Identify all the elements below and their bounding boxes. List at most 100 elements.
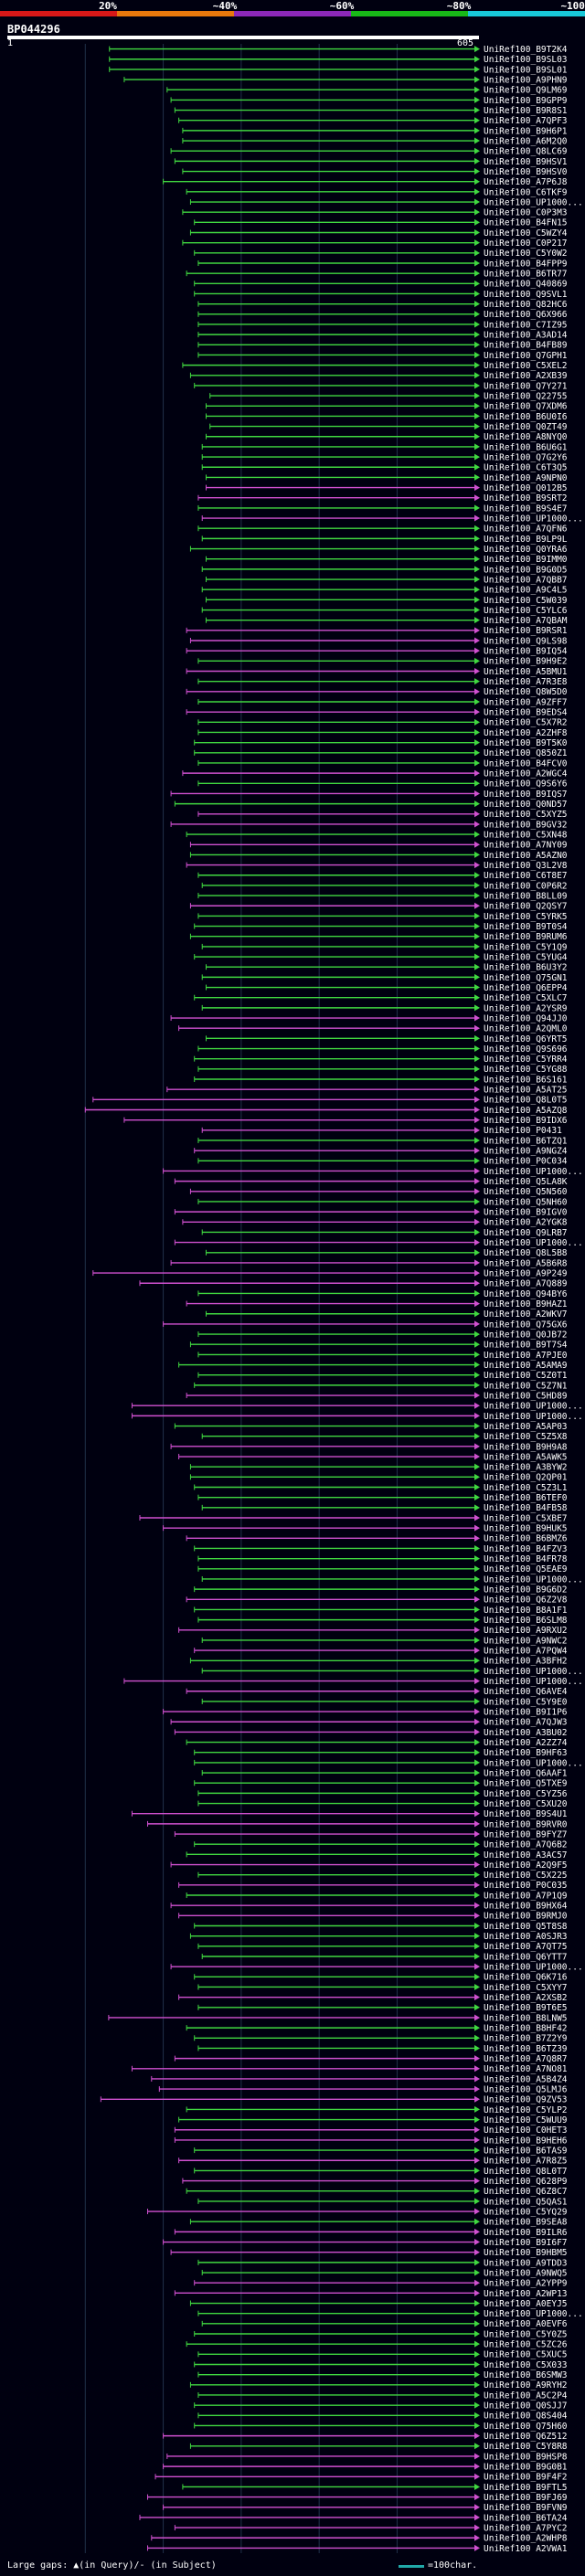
hit-row[interactable]: UniRef100_C5XBE7 <box>139 1513 568 1523</box>
hit-label[interactable]: UniRef100_B9GPP9 <box>484 96 568 106</box>
hit-row[interactable]: UniRef100_UP1000... <box>131 1402 583 1412</box>
hit-row[interactable]: UniRef100_Q94JJ0 <box>170 1013 568 1023</box>
hit-row[interactable]: UniRef100_B9T7S4 <box>189 1341 568 1351</box>
hit-label[interactable]: UniRef100_A7QFN6 <box>484 525 568 535</box>
hit-label[interactable]: UniRef100_Q2QSY7 <box>484 902 568 912</box>
hit-label[interactable]: UniRef100_Q7Y271 <box>484 381 568 391</box>
hit-label[interactable]: UniRef100_A3BFH2 <box>484 1657 568 1667</box>
hit-row[interactable]: UniRef100_A7PQW4 <box>194 1647 568 1657</box>
hit-row[interactable]: UniRef100_UP1000... <box>163 1167 583 1177</box>
hit-label[interactable]: UniRef100_B9RMJ0 <box>484 1912 568 1922</box>
hit-row[interactable]: UniRef100_B9EDS4 <box>186 708 568 718</box>
hit-row[interactable]: UniRef100_B9F4F2 <box>154 2473 568 2483</box>
hit-row[interactable]: UniRef100_B9HEH6 <box>174 2136 568 2146</box>
hit-label[interactable]: UniRef100_P0C035 <box>484 1881 568 1891</box>
hit-row[interactable]: UniRef100_B9T6E5 <box>197 2003 568 2013</box>
hit-label[interactable]: UniRef100_UP1000... <box>484 1167 583 1177</box>
hit-label[interactable]: UniRef100_Q6Z2V8 <box>484 1595 568 1606</box>
hit-row[interactable]: UniRef100_Q0JB72 <box>197 1330 568 1340</box>
hit-label[interactable]: UniRef100_B9GV32 <box>484 820 568 830</box>
hit-label[interactable]: UniRef100_UP1000... <box>484 1677 583 1687</box>
hit-label[interactable]: UniRef100_Q6YRT5 <box>484 1034 568 1044</box>
hit-row[interactable]: UniRef100_Q9S696 <box>197 1044 568 1055</box>
hit-row[interactable]: UniRef100_C5Z5X8 <box>201 1432 568 1442</box>
hit-row[interactable]: UniRef100_A7QPF3 <box>178 116 568 126</box>
hit-row[interactable]: UniRef100_C5W039 <box>205 596 568 606</box>
hit-row[interactable]: UniRef100_C5XEL2 <box>182 361 568 371</box>
hit-label[interactable]: UniRef100_B9FTL5 <box>484 2483 568 2493</box>
hit-row[interactable]: UniRef100_A2YPP9 <box>194 2279 568 2289</box>
hit-label[interactable]: UniRef100_C5Y0W2 <box>484 249 568 259</box>
hit-row[interactable]: UniRef100_B9RSR1 <box>186 626 568 636</box>
hit-label[interactable]: UniRef100_B9H9A8 <box>484 1442 568 1452</box>
hit-label[interactable]: UniRef100_B9T5K0 <box>484 738 568 748</box>
hit-label[interactable]: UniRef100_C5WZY4 <box>484 228 568 239</box>
hit-row[interactable]: UniRef100_B9LP9L <box>201 535 568 545</box>
hit-label[interactable]: UniRef100_B8LNW5 <box>484 2013 568 2023</box>
hit-label[interactable]: UniRef100_A2ZHF8 <box>484 728 568 738</box>
hit-row[interactable]: UniRef100_C5YLC6 <box>201 606 568 616</box>
hit-label[interactable]: UniRef100_Q5NH60 <box>484 1197 568 1207</box>
hit-row[interactable]: UniRef100_A9RYH2 <box>189 2380 568 2390</box>
hit-label[interactable]: UniRef100_Q628P9 <box>484 2177 568 2187</box>
hit-row[interactable]: UniRef100_C5Y0Z5 <box>194 2329 568 2339</box>
hit-label[interactable]: UniRef100_B6S161 <box>484 1075 568 1085</box>
hit-label[interactable]: UniRef100_B9IMM0 <box>484 555 568 565</box>
hit-row[interactable]: UniRef100_UP1000... <box>201 1574 583 1585</box>
hit-label[interactable]: UniRef100_Q8S404 <box>484 2412 568 2422</box>
hit-row[interactable]: UniRef100_Q6AAF1 <box>201 1768 568 1778</box>
hit-label[interactable]: UniRef100_Q9ZV53 <box>484 2095 568 2105</box>
hit-label[interactable]: UniRef100_B9HF63 <box>484 1748 568 1758</box>
hit-row[interactable]: UniRef100_C5Z7N1 <box>194 1381 568 1391</box>
hit-row[interactable]: UniRef100_C5YG88 <box>197 1065 568 1075</box>
hit-row[interactable]: UniRef100_C5XYZ5 <box>197 810 568 820</box>
hit-label[interactable]: UniRef100_A0SJR3 <box>484 1932 568 1942</box>
hit-label[interactable]: UniRef100_A9ZFF7 <box>484 697 568 707</box>
hit-label[interactable]: UniRef100_Q3L2V8 <box>484 861 568 871</box>
hit-row[interactable]: UniRef100_C5XYY7 <box>197 1983 568 1993</box>
hit-row[interactable]: UniRef100_A7Q889 <box>139 1279 568 1289</box>
hit-row[interactable]: UniRef100_UP1000... <box>197 2309 583 2319</box>
hit-row[interactable]: UniRef100_C5YQ29 <box>147 2207 568 2217</box>
hit-label[interactable]: UniRef100_UP1000... <box>484 1667 583 1677</box>
hit-label[interactable]: UniRef100_A7NO81 <box>484 2064 568 2074</box>
hit-row[interactable]: UniRef100_Q5QAS1 <box>197 2197 568 2207</box>
hit-label[interactable]: UniRef100_C0HET3 <box>484 2125 568 2136</box>
hit-row[interactable]: UniRef100_UP1000... <box>201 514 583 524</box>
hit-label[interactable]: UniRef100_B9S4E7 <box>484 504 568 514</box>
hit-row[interactable]: UniRef100_UP1000... <box>170 1963 583 1973</box>
hit-label[interactable]: UniRef100_C0P217 <box>484 239 568 249</box>
hit-row[interactable]: UniRef100_C0HET3 <box>174 2125 568 2136</box>
hit-label[interactable]: UniRef100_Q40869 <box>484 280 568 290</box>
hit-label[interactable]: UniRef100_Q94JJ0 <box>484 1013 568 1023</box>
hit-row[interactable]: UniRef100_C5YUG4 <box>194 952 568 962</box>
hit-row[interactable]: UniRef100_B9H9A8 <box>170 1442 568 1452</box>
hit-label[interactable]: UniRef100_A9NPN0 <box>484 473 568 483</box>
hit-row[interactable]: UniRef100_Q8L5B8 <box>205 1248 568 1258</box>
hit-label[interactable]: UniRef100_B6U0I6 <box>484 412 568 422</box>
hit-row[interactable]: UniRef100_C5XU20 <box>197 1799 568 1809</box>
hit-row[interactable]: UniRef100_C7IZ95 <box>197 320 568 330</box>
hit-row[interactable]: UniRef100_C5ZC26 <box>186 2340 568 2350</box>
hit-label[interactable]: UniRef100_Q75H60 <box>484 2422 568 2432</box>
hit-row[interactable]: UniRef100_B4FN15 <box>194 218 568 228</box>
hit-row[interactable]: UniRef100_A3AC57 <box>186 1850 568 1860</box>
hit-row[interactable]: UniRef100_C5XUC5 <box>197 2350 568 2360</box>
hit-row[interactable]: UniRef100_A5B4Z4 <box>151 2074 568 2084</box>
hit-label[interactable]: UniRef100_A9RXU2 <box>484 1626 568 1636</box>
hit-label[interactable]: UniRef100_Q9LM69 <box>484 86 568 96</box>
hit-label[interactable]: UniRef100_UP1000... <box>484 1758 583 1768</box>
hit-label[interactable]: UniRef100_B9R8S1 <box>484 106 568 116</box>
hit-label[interactable]: UniRef100_Q0JB72 <box>484 1330 568 1340</box>
hit-row[interactable]: UniRef100_B6SMW3 <box>197 2370 568 2380</box>
hit-label[interactable]: UniRef100_A0EYJ5 <box>484 2299 568 2309</box>
hit-row[interactable]: UniRef100_A2YGK8 <box>182 1218 568 1228</box>
hit-label[interactable]: UniRef100_B6SLM8 <box>484 1616 568 1626</box>
hit-label[interactable]: UniRef100_C0P6R2 <box>484 881 568 891</box>
hit-row[interactable]: UniRef100_B7Z2Y9 <box>194 2034 568 2044</box>
hit-label[interactable]: UniRef100_A2WHP8 <box>484 2534 568 2544</box>
hit-label[interactable]: UniRef100_A2Q9F5 <box>484 1860 568 1871</box>
hit-label[interactable]: UniRef100_Q5T8S8 <box>484 1922 568 1932</box>
hit-label[interactable]: UniRef100_B6U3Y2 <box>484 963 568 973</box>
hit-label[interactable]: UniRef100_B4FB89 <box>484 341 568 351</box>
